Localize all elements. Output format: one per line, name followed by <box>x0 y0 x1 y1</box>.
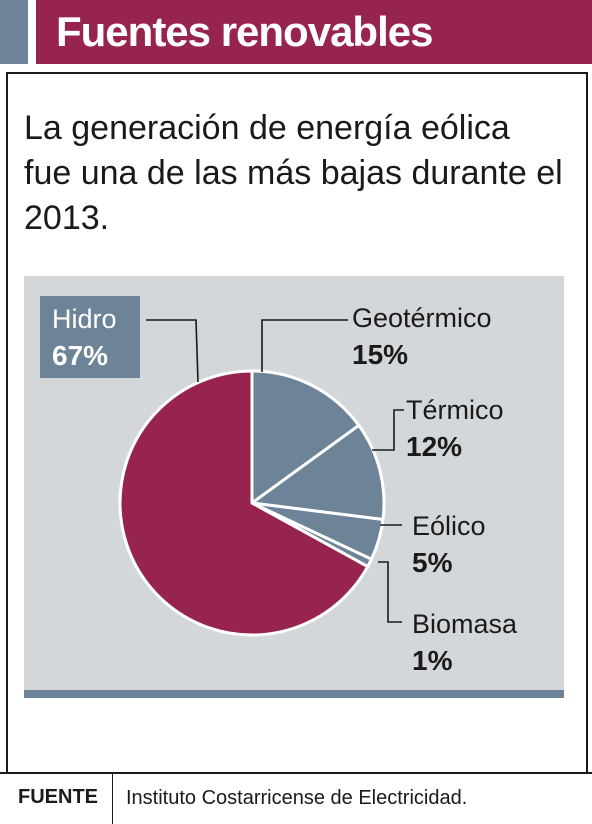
category-label-termico: Térmico <box>406 395 504 425</box>
category-label-biomasa: Biomasa <box>412 609 518 639</box>
pie-slice-hidro <box>118 369 370 637</box>
source-text: Instituto Costarricense de Electricidad. <box>126 787 468 809</box>
value-label-hidro: 67% <box>52 340 108 371</box>
value-label-biomasa: 1% <box>412 645 453 676</box>
leader-line-biomasa <box>378 561 402 623</box>
category-label-hidro: Hidro <box>52 304 117 334</box>
value-label-eolico: 5% <box>412 547 453 578</box>
leader-line-geotermico <box>261 319 348 372</box>
value-label-termico: 12% <box>406 431 462 462</box>
chart-bottom-bar <box>24 690 564 698</box>
label-box-hidro <box>40 296 140 378</box>
category-label-eolico: Eólico <box>412 511 486 541</box>
pie-slice-termico <box>250 423 386 522</box>
value-label-geotermico: 15% <box>352 339 408 370</box>
source-label: FUENTE <box>18 786 98 808</box>
page-title: Fuentes renovables <box>56 8 433 55</box>
footer-divider-line <box>0 772 592 774</box>
leader-line-hidro <box>146 319 199 383</box>
header: Fuentes renovables <box>0 0 592 64</box>
header-title-bar: Fuentes renovables <box>36 0 592 64</box>
category-label-geotermico: Geotérmico <box>352 303 492 333</box>
leader-line-termico <box>372 409 404 451</box>
pie-slice-geotermico <box>250 369 361 505</box>
footer-separator <box>112 774 113 824</box>
content-frame <box>6 72 588 774</box>
header-accent-block <box>0 0 28 64</box>
subtitle: La generación de energía eólica fue una … <box>24 109 563 237</box>
